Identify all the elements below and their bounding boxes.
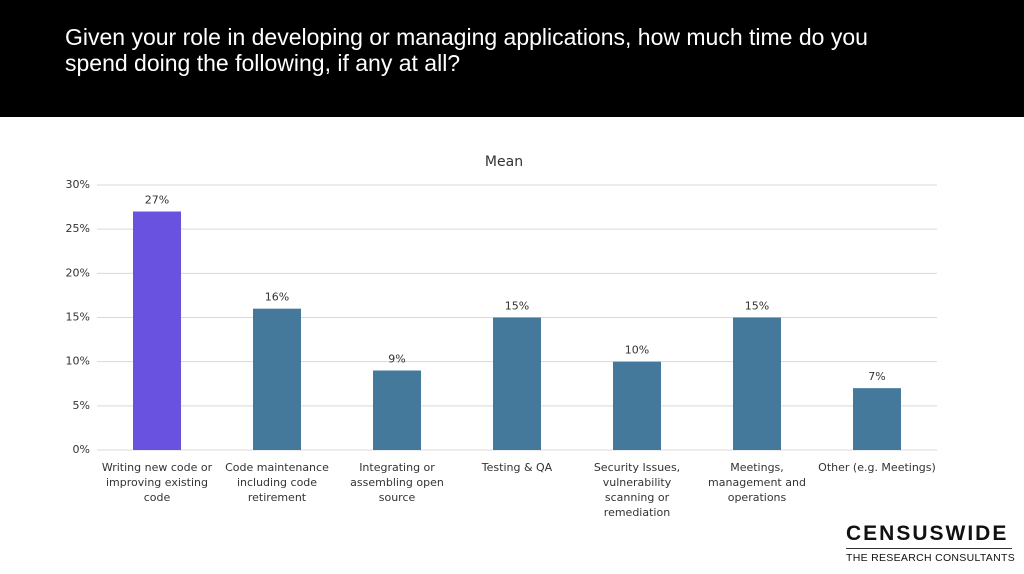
bar: [133, 211, 181, 450]
data-label: 10%: [625, 344, 649, 357]
data-label: 7%: [868, 370, 885, 383]
slide-title: Given your role in developing or managin…: [65, 24, 868, 76]
bar: [493, 317, 541, 450]
x-tick-label: Testing & QA: [481, 461, 553, 474]
data-label: 15%: [745, 300, 769, 313]
bar: [733, 317, 781, 450]
logo-rule: [846, 548, 1012, 549]
header-band: [0, 0, 1024, 117]
x-tick-label: Security Issues, vulnerability scanning …: [593, 461, 681, 519]
y-tick-label: 20%: [66, 266, 90, 279]
bar: [613, 361, 661, 450]
x-tick-label: Other (e.g. Meetings): [818, 461, 936, 474]
bar: [253, 308, 301, 450]
x-tick-label: Meetings, management and operations: [708, 461, 806, 504]
data-label: 9%: [388, 353, 405, 366]
chart-title: Mean: [485, 154, 523, 170]
x-tick-label: Writing new code or improving existing c…: [101, 461, 213, 504]
y-tick-label: 25%: [66, 222, 90, 235]
y-tick-label: 15%: [66, 311, 90, 324]
x-tick-label: Code maintenance including code retireme…: [225, 461, 329, 504]
logo-name: CENSUSWIDE: [846, 522, 1009, 545]
data-label: 27%: [145, 194, 169, 207]
data-label: 16%: [265, 291, 289, 304]
y-tick-label: 10%: [66, 355, 90, 368]
logo-tagline: THE RESEARCH CONSULTANTS: [846, 552, 1015, 564]
y-tick-label: 30%: [66, 178, 90, 191]
y-tick-label: 0%: [73, 443, 90, 456]
bar: [373, 370, 421, 450]
y-tick-label: 5%: [73, 399, 90, 412]
data-label: 15%: [505, 300, 529, 313]
x-tick-label: Integrating or assembling open source: [350, 461, 444, 504]
bar: [853, 388, 901, 450]
